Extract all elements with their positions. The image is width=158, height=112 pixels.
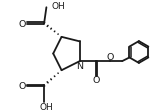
Text: OH: OH bbox=[40, 102, 54, 111]
Text: N: N bbox=[77, 62, 84, 71]
Text: OH: OH bbox=[51, 2, 65, 11]
Text: O: O bbox=[19, 81, 26, 90]
Text: O: O bbox=[19, 19, 26, 28]
Text: O: O bbox=[93, 76, 100, 84]
Text: O: O bbox=[106, 53, 114, 61]
